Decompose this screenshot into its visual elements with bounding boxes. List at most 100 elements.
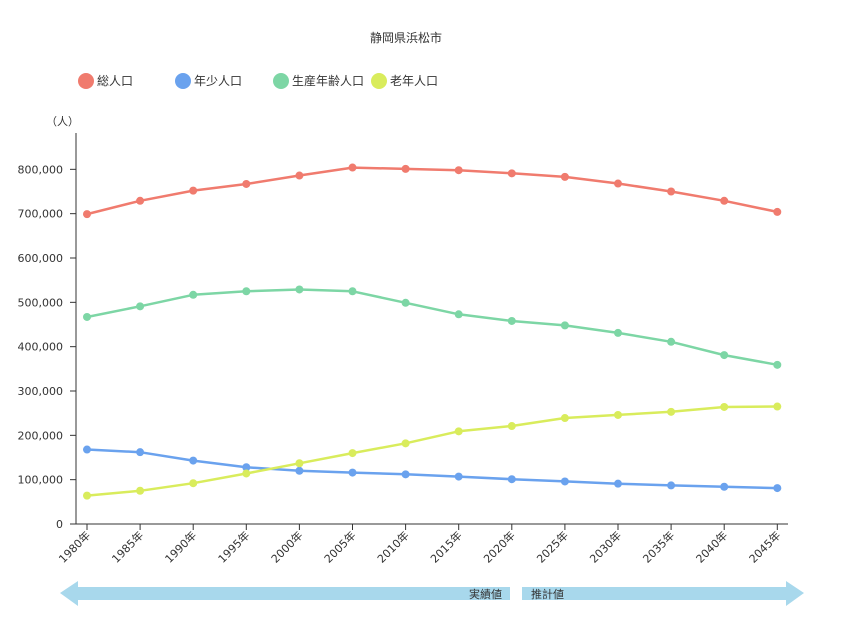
data-point[interactable] <box>83 312 91 321</box>
y-tick-label: 100,000 <box>18 474 64 487</box>
y-tick-label: 300,000 <box>18 385 64 398</box>
data-point[interactable] <box>401 470 410 479</box>
y-axis-ticks: 0 100,000 200,000 300,000 400,000 500,000 600,… <box>18 163 76 531</box>
data-point[interactable] <box>614 410 622 419</box>
series-group <box>83 163 782 500</box>
data-point[interactable] <box>242 469 251 478</box>
legend-marker <box>273 73 289 89</box>
x-tick-label: 2000年 <box>268 528 305 565</box>
data-point[interactable] <box>295 466 304 475</box>
data-point[interactable] <box>189 290 198 299</box>
data-point[interactable] <box>348 287 357 296</box>
data-point[interactable] <box>454 166 463 175</box>
data-point[interactable] <box>507 422 516 431</box>
data-point[interactable] <box>454 310 463 319</box>
x-tick-label: 2010年 <box>374 528 411 565</box>
data-point[interactable] <box>454 472 463 481</box>
data-point[interactable] <box>242 463 251 472</box>
data-point[interactable] <box>614 179 622 188</box>
data-point[interactable] <box>401 439 410 448</box>
y-tick-label: 500,000 <box>18 296 64 309</box>
data-point[interactable] <box>560 172 569 181</box>
data-point[interactable] <box>507 169 516 178</box>
timeline-arrow: 実績値 推計値 <box>60 581 804 606</box>
data-point[interactable] <box>136 196 145 205</box>
series-line <box>86 448 778 490</box>
data-point[interactable] <box>454 427 463 436</box>
legend-marker <box>371 73 387 89</box>
x-tick-label: 2020年 <box>480 528 517 565</box>
data-point[interactable] <box>773 402 782 411</box>
legend-item[interactable]: 年少人口 <box>175 73 242 89</box>
chart-title: 静岡県浜松市 <box>370 30 442 45</box>
data-point[interactable] <box>83 210 91 219</box>
data-point[interactable] <box>348 468 357 477</box>
data-point[interactable] <box>189 479 198 488</box>
data-point[interactable] <box>667 187 676 196</box>
x-tick-label: 1985年 <box>109 528 146 565</box>
data-point[interactable] <box>614 479 622 488</box>
forecast-period-label: 推計値 <box>531 587 564 601</box>
legend-label: 生産年齢人口 <box>292 73 364 88</box>
forecast-period-arrow <box>522 581 804 606</box>
legend-item[interactable]: 老年人口 <box>371 73 438 89</box>
data-point[interactable] <box>560 477 569 486</box>
data-point[interactable] <box>720 351 729 360</box>
legend-label: 総人口 <box>97 74 133 88</box>
data-point[interactable] <box>83 491 91 500</box>
data-point[interactable] <box>242 179 251 188</box>
y-tick-label: 700,000 <box>18 208 64 221</box>
data-point[interactable] <box>720 482 729 491</box>
x-tick-label: 2030年 <box>587 528 624 565</box>
y-tick-label: 200,000 <box>18 429 64 442</box>
data-point[interactable] <box>189 456 198 465</box>
legend-label: 年少人口 <box>194 74 242 88</box>
data-point[interactable] <box>401 164 410 173</box>
y-tick-label: 800,000 <box>18 163 64 176</box>
x-tick-label: 2015年 <box>427 528 464 565</box>
legend[interactable]: 総人口 年少人口 生産年齢人口 老年人口 <box>78 73 438 89</box>
series-line <box>86 166 778 216</box>
legend-item[interactable]: 生産年齢人口 <box>273 73 364 89</box>
data-point[interactable] <box>136 448 145 457</box>
data-point[interactable] <box>348 449 357 458</box>
data-point[interactable] <box>667 337 676 346</box>
data-point[interactable] <box>614 328 622 337</box>
data-point[interactable] <box>507 475 516 484</box>
data-point[interactable] <box>401 298 410 307</box>
data-point[interactable] <box>773 360 782 369</box>
data-point[interactable] <box>295 459 304 468</box>
data-point[interactable] <box>507 316 516 325</box>
legend-label: 老年人口 <box>390 74 438 88</box>
legend-item[interactable]: 総人口 <box>78 73 133 89</box>
data-point[interactable] <box>242 287 251 296</box>
data-point[interactable] <box>83 445 91 454</box>
x-tick-label: 2035年 <box>640 528 677 565</box>
x-tick-label: 2040年 <box>693 528 730 565</box>
data-point[interactable] <box>189 186 198 195</box>
y-tick-label: 0 <box>56 518 63 531</box>
data-point[interactable] <box>295 285 304 294</box>
x-tick-label: 2025年 <box>534 528 571 565</box>
data-point[interactable] <box>560 321 569 330</box>
axes <box>75 133 788 525</box>
data-point[interactable] <box>720 402 729 411</box>
data-point[interactable] <box>720 196 729 205</box>
series-1 <box>83 445 782 493</box>
x-axis-ticks: 1980年 1985年 1990年 1995年 2000年 2005年 2010年 2015年… <box>56 524 783 566</box>
data-point[interactable] <box>348 163 357 172</box>
data-point[interactable] <box>667 407 676 416</box>
data-point[interactable] <box>773 484 782 493</box>
data-point[interactable] <box>773 207 782 216</box>
data-point[interactable] <box>667 481 676 490</box>
y-tick-label: 400,000 <box>18 341 64 354</box>
data-point[interactable] <box>136 302 145 311</box>
data-point[interactable] <box>136 486 145 495</box>
y-tick-label: 600,000 <box>18 252 64 265</box>
x-tick-label: 1980年 <box>56 528 93 565</box>
actual-period-arrow <box>60 581 510 606</box>
data-point[interactable] <box>560 414 569 423</box>
series-3 <box>83 402 782 500</box>
data-point[interactable] <box>295 171 304 180</box>
